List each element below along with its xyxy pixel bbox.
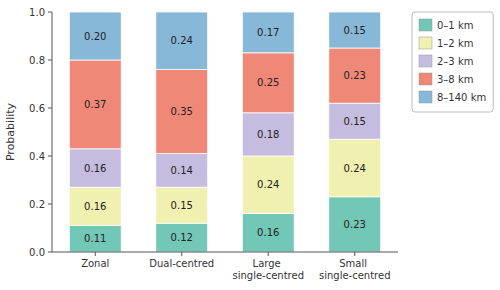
bar-segment xyxy=(329,197,381,252)
legend-swatch xyxy=(419,55,432,67)
data-label: 0.25 xyxy=(257,77,279,88)
y-tick-label: 0.0 xyxy=(29,247,45,258)
x-tick xyxy=(268,252,269,256)
y-tick xyxy=(48,156,52,157)
legend-swatch xyxy=(419,19,432,31)
x-axis-line xyxy=(52,252,398,253)
x-tick-label: Large single-centred xyxy=(232,258,304,281)
data-label: 0.14 xyxy=(171,165,193,176)
data-label: 0.12 xyxy=(171,232,193,243)
x-tick xyxy=(95,252,96,256)
bar-segment xyxy=(242,214,294,252)
legend-label: 0–1 km xyxy=(437,20,473,31)
bar-segment xyxy=(329,48,381,103)
y-tick xyxy=(48,204,52,205)
data-label: 0.11 xyxy=(84,233,106,244)
data-label: 0.24 xyxy=(257,179,279,190)
x-tick-label: Dual-centred xyxy=(149,258,214,269)
data-label: 0.15 xyxy=(171,200,193,211)
data-label: 0.15 xyxy=(344,25,366,36)
data-label: 0.24 xyxy=(171,35,193,46)
bar-segment xyxy=(69,12,121,60)
data-label: 0.37 xyxy=(84,99,106,110)
y-tick-label: 0.6 xyxy=(29,103,45,114)
data-label: 0.17 xyxy=(257,27,279,38)
data-label: 0.35 xyxy=(171,106,193,117)
bar-segment xyxy=(156,154,208,188)
legend-label: 8–140 km xyxy=(437,92,486,103)
bar-segment xyxy=(156,12,208,70)
y-tick xyxy=(48,60,52,61)
y-axis-label: Probability xyxy=(4,102,17,161)
data-label: 0.16 xyxy=(84,201,106,212)
y-tick xyxy=(48,252,52,253)
bar-segment xyxy=(156,223,208,252)
data-label: 0.18 xyxy=(257,129,279,140)
y-tick-label: 0.2 xyxy=(29,199,45,210)
bar-segment xyxy=(329,139,381,197)
data-label: 0.23 xyxy=(344,70,366,81)
legend-swatch xyxy=(419,37,432,49)
x-tick xyxy=(181,252,182,256)
y-axis-line xyxy=(52,12,53,252)
legend: 0–1 km 1–2 km 2–3 km 3–8 km 8–140 km xyxy=(412,12,493,112)
data-label: 0.16 xyxy=(84,163,106,174)
legend-swatch xyxy=(419,91,432,103)
y-tick xyxy=(48,108,52,109)
y-tick-label: 0.4 xyxy=(29,151,45,162)
bar-segment xyxy=(156,187,208,223)
bar-segment xyxy=(329,103,381,139)
y-tick xyxy=(48,12,52,13)
data-label: 0.15 xyxy=(344,116,366,127)
chart: 0.11 0.12 0.16 0.23 0.16 0.15 0.24 0.24 0.16 0.14… xyxy=(0,0,500,290)
legend-swatch xyxy=(419,73,432,85)
bar-segment xyxy=(242,53,294,113)
bar-segment xyxy=(242,156,294,214)
bar-segment xyxy=(242,113,294,156)
data-label: 0.20 xyxy=(84,31,106,42)
bar-segment xyxy=(69,149,121,187)
y-tick-label: 1.0 xyxy=(29,7,45,18)
bar-segment xyxy=(242,12,294,53)
bar-segment xyxy=(69,226,121,252)
legend-label: 2–3 km xyxy=(437,56,473,67)
bar-segment xyxy=(69,60,121,149)
bar-segment xyxy=(156,70,208,154)
bar-segment xyxy=(329,12,381,48)
x-tick xyxy=(354,252,355,256)
legend-label: 3–8 km xyxy=(437,74,473,85)
x-tick-label: Small single-centred xyxy=(319,258,391,281)
x-tick-label: Zonal xyxy=(81,258,109,269)
data-label: 0.23 xyxy=(344,219,366,230)
y-tick-label: 0.8 xyxy=(29,55,45,66)
data-label: 0.16 xyxy=(257,227,279,238)
data-label: 0.24 xyxy=(344,163,366,174)
legend-box xyxy=(412,12,493,112)
bar-segment xyxy=(69,187,121,225)
legend-label: 1–2 km xyxy=(437,38,473,49)
